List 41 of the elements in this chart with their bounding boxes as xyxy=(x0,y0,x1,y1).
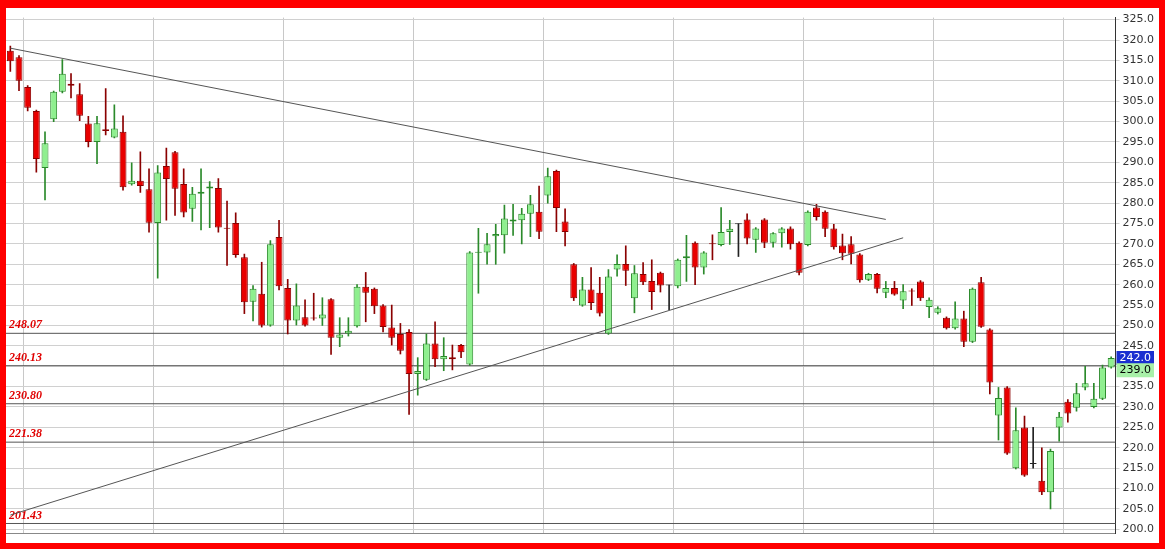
y-tick-label: 205.0 xyxy=(1122,501,1155,515)
y-tick-label: 245.0 xyxy=(1122,338,1155,352)
ref-line-label: 201.43 xyxy=(8,507,42,522)
y-tick-label: 305.0 xyxy=(1122,94,1155,108)
y-tick-label: 275.0 xyxy=(1122,216,1155,230)
y-tick-label: 255.0 xyxy=(1122,297,1155,311)
y-tick-label: 320.0 xyxy=(1122,32,1155,46)
candlestick xyxy=(518,208,526,245)
y-tick-label: 260.0 xyxy=(1122,277,1155,291)
candlestick xyxy=(483,232,491,265)
y-tick-label: 295.0 xyxy=(1122,134,1155,148)
candlestick xyxy=(336,317,344,347)
candlestick xyxy=(1081,365,1089,391)
ref-line-label: 240.13 xyxy=(8,349,42,364)
y-tick-label: 265.0 xyxy=(1122,257,1155,271)
y-tick-label: 220.0 xyxy=(1122,440,1155,454)
candlestick xyxy=(1038,447,1046,495)
y-tick-label: 230.0 xyxy=(1122,399,1155,413)
annotation: 242.0 xyxy=(1119,350,1152,364)
candlestick xyxy=(622,245,630,286)
candlestick xyxy=(648,259,656,310)
y-tick-label: 325.0 xyxy=(1122,12,1155,26)
y-tick-label: 285.0 xyxy=(1122,175,1155,189)
y-tick-label: 200.0 xyxy=(1122,522,1155,536)
y-tick-label: 215.0 xyxy=(1122,461,1155,475)
y-tick-label: 270.0 xyxy=(1122,236,1155,250)
y-tick-label: 280.0 xyxy=(1122,195,1155,209)
y-tick-label: 290.0 xyxy=(1122,155,1155,169)
ref-line-label: 230.80 xyxy=(8,387,42,402)
y-tick-label: 225.0 xyxy=(1122,420,1155,434)
y-tick-label: 300.0 xyxy=(1122,114,1155,128)
y-tick-label: 315.0 xyxy=(1122,53,1155,67)
ref-line-label: 248.07 xyxy=(8,317,43,332)
annotation: 239.0 xyxy=(1119,363,1152,377)
candlestick xyxy=(362,272,370,323)
y-tick-label: 235.0 xyxy=(1122,379,1155,393)
y-tick-label: 210.0 xyxy=(1122,481,1155,495)
ref-line-label: 221.38 xyxy=(8,426,42,441)
candlestick xyxy=(414,357,422,396)
y-tick-label: 310.0 xyxy=(1122,73,1155,87)
y-tick-label: 250.0 xyxy=(1122,318,1155,332)
